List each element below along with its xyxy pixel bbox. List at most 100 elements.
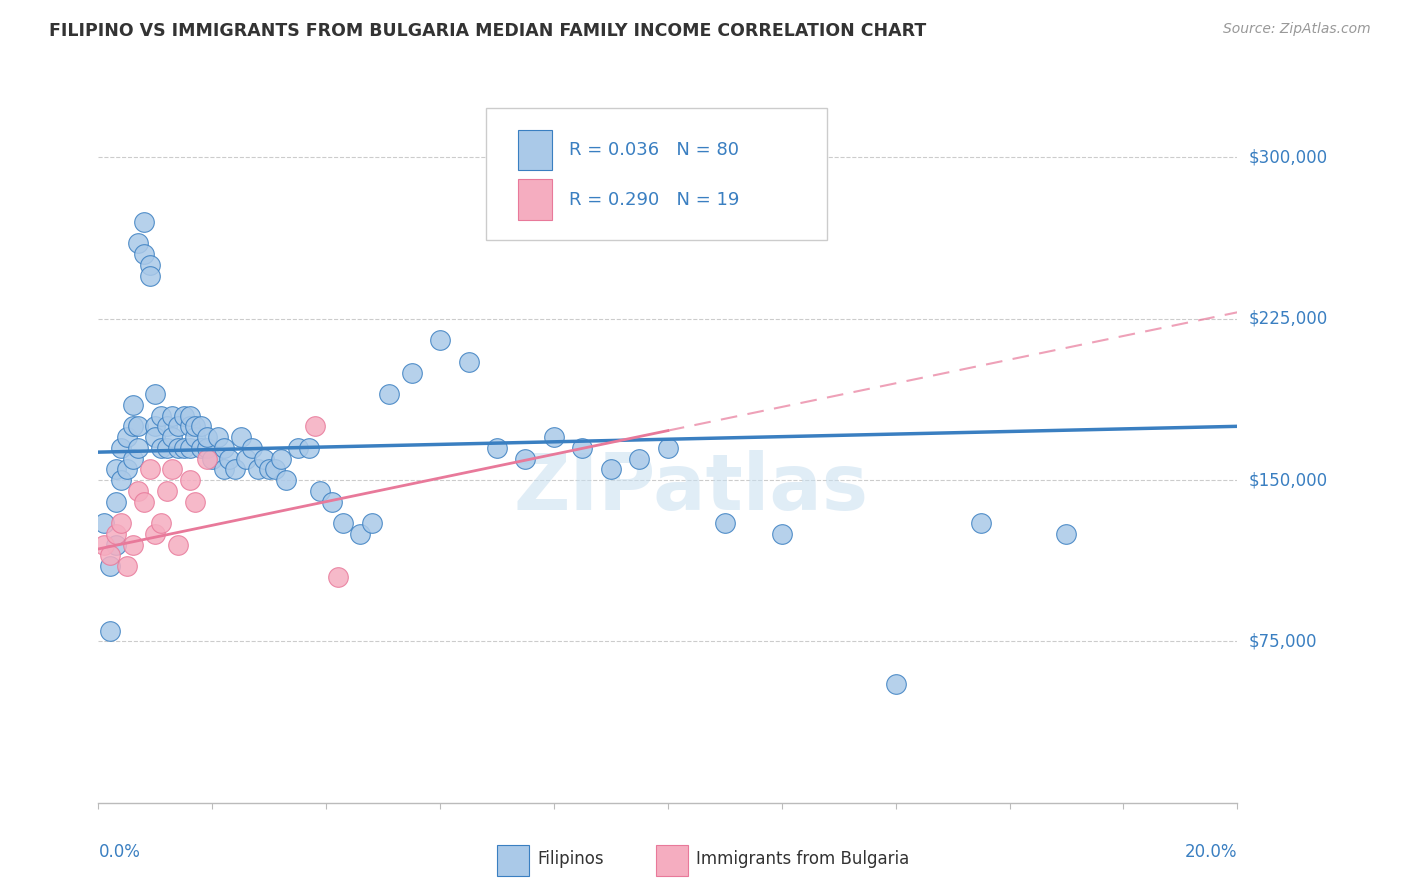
Point	[115, 559, 138, 574]
Point	[770, 527, 793, 541]
Point	[167, 441, 190, 455]
Bar	[498, 846, 529, 876]
Point	[401, 366, 423, 380]
Point	[218, 451, 240, 466]
Point	[167, 419, 190, 434]
Point	[127, 236, 149, 251]
Point	[229, 430, 252, 444]
Point	[145, 419, 167, 434]
Point	[138, 268, 160, 283]
Point	[98, 549, 121, 563]
Point	[378, 387, 401, 401]
FancyBboxPatch shape	[485, 108, 827, 240]
Point	[93, 516, 115, 530]
Point	[145, 387, 167, 401]
Point	[93, 538, 115, 552]
Point	[162, 430, 184, 444]
Point	[121, 451, 143, 466]
Point	[332, 516, 354, 530]
Point	[457, 355, 479, 369]
Point	[224, 462, 246, 476]
Point	[104, 527, 127, 541]
Point	[184, 494, 207, 508]
Text: Source: ZipAtlas.com: Source: ZipAtlas.com	[1223, 22, 1371, 37]
Point	[195, 441, 218, 455]
Point	[110, 516, 132, 530]
Point	[121, 398, 143, 412]
Point	[259, 462, 281, 476]
Point	[360, 516, 382, 530]
Point	[970, 516, 993, 530]
Bar	[517, 179, 551, 219]
Text: $150,000: $150,000	[1249, 471, 1327, 489]
Point	[190, 419, 212, 434]
Point	[1056, 527, 1078, 541]
Point	[121, 419, 143, 434]
Point	[145, 527, 167, 541]
Point	[515, 451, 537, 466]
Point	[115, 430, 138, 444]
Text: $300,000: $300,000	[1249, 148, 1327, 167]
Point	[179, 441, 201, 455]
Point	[127, 441, 149, 455]
Point	[173, 441, 195, 455]
Point	[156, 483, 179, 498]
Point	[628, 451, 651, 466]
Point	[173, 409, 195, 423]
Point	[138, 258, 160, 272]
Point	[184, 430, 207, 444]
Point	[543, 430, 565, 444]
Point	[600, 462, 623, 476]
Point	[309, 483, 332, 498]
Point	[321, 494, 343, 508]
Text: R = 0.290   N = 19: R = 0.290 N = 19	[569, 191, 740, 209]
Point	[235, 451, 257, 466]
Point	[252, 451, 274, 466]
Point	[212, 441, 235, 455]
Point	[190, 441, 212, 455]
Text: ZIPatlas: ZIPatlas	[513, 450, 868, 526]
Point	[110, 441, 132, 455]
Point	[110, 473, 132, 487]
Point	[298, 441, 321, 455]
Point	[98, 559, 121, 574]
Point	[270, 451, 292, 466]
Point	[571, 441, 593, 455]
Point	[264, 462, 287, 476]
Point	[287, 441, 309, 455]
Point	[145, 430, 167, 444]
Point	[104, 462, 127, 476]
Point	[162, 462, 184, 476]
Bar	[657, 846, 689, 876]
Point	[115, 462, 138, 476]
Text: 20.0%: 20.0%	[1185, 843, 1237, 861]
Point	[304, 419, 326, 434]
Point	[276, 473, 298, 487]
Point	[162, 409, 184, 423]
Point	[104, 494, 127, 508]
Point	[127, 483, 149, 498]
Point	[156, 419, 179, 434]
Point	[132, 215, 155, 229]
Text: FILIPINO VS IMMIGRANTS FROM BULGARIA MEDIAN FAMILY INCOME CORRELATION CHART: FILIPINO VS IMMIGRANTS FROM BULGARIA MED…	[49, 22, 927, 40]
Text: $225,000: $225,000	[1249, 310, 1327, 327]
Bar	[517, 130, 551, 170]
Point	[195, 430, 218, 444]
Text: R = 0.036   N = 80: R = 0.036 N = 80	[569, 141, 738, 160]
Point	[179, 409, 201, 423]
Point	[138, 462, 160, 476]
Point	[657, 441, 679, 455]
Point	[132, 494, 155, 508]
Point	[429, 333, 451, 347]
Point	[184, 419, 207, 434]
Point	[349, 527, 371, 541]
Point	[884, 677, 907, 691]
Point	[486, 441, 509, 455]
Text: Filipinos: Filipinos	[537, 850, 603, 868]
Point	[240, 441, 263, 455]
Point	[246, 462, 269, 476]
Point	[150, 516, 173, 530]
Point	[156, 441, 179, 455]
Text: $75,000: $75,000	[1249, 632, 1317, 650]
Point	[127, 419, 149, 434]
